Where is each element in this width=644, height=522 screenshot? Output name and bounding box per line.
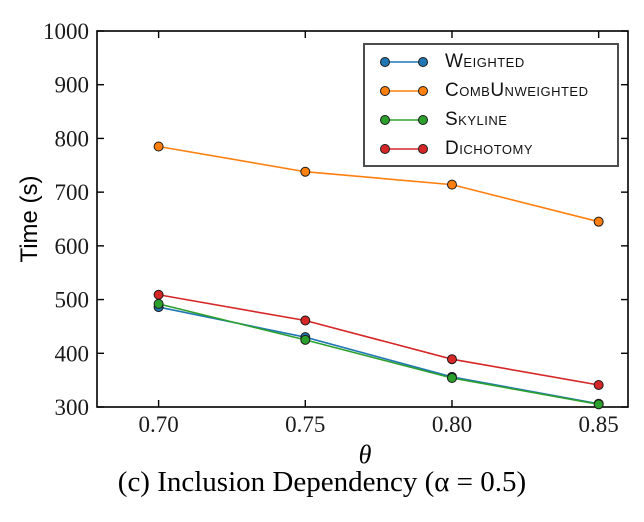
data-point-dichotomy: [446, 354, 457, 365]
legend-sample-marker: [418, 143, 428, 154]
legend-sample-marker: [418, 114, 428, 125]
combunweighted-line-swatch: [380, 85, 428, 96]
data-point-combunweighted: [446, 179, 457, 190]
x-axis-title: θ: [358, 440, 372, 469]
data-point-combunweighted: [153, 141, 164, 152]
legend-item-dichotomy: Dichotomy: [377, 135, 617, 163]
legend-item-combunweighted: CombUnweighted: [377, 77, 617, 105]
data-point-dichotomy: [153, 289, 164, 300]
legend-item-skyline: Skyline: [377, 106, 617, 134]
x-tick-label: 0.80: [432, 412, 472, 437]
data-point-skyline: [593, 399, 604, 410]
data-point-combunweighted: [593, 216, 604, 227]
legend-sample-marker: [380, 56, 390, 67]
y-tick-label: 600: [55, 234, 90, 259]
legend-sample-marker: [380, 114, 390, 125]
axes-frame: [96, 30, 629, 408]
legend-sample-marker: [380, 85, 390, 96]
x-tick-label: 0.75: [285, 412, 325, 437]
y-tick-label: 300: [55, 395, 90, 420]
x-tick-label: 0.85: [579, 412, 619, 437]
legend-label-combunweighted: CombUnweighted: [445, 79, 589, 101]
weighted-line-swatch: [380, 56, 428, 67]
data-point-skyline: [446, 372, 457, 383]
legend-item-weighted: Weighted: [377, 48, 617, 76]
y-axis-title: Time (s): [16, 175, 43, 263]
data-point-skyline: [300, 334, 311, 345]
legend-sample-marker: [380, 143, 390, 154]
dichotomy-line-swatch: [380, 143, 428, 154]
data-point-dichotomy: [593, 379, 604, 390]
series-line-combunweighted: [158, 145, 599, 223]
data-point-dichotomy: [300, 315, 311, 326]
data-point-skyline: [153, 298, 164, 309]
legend-label-weighted: Weighted: [445, 50, 525, 72]
series-line-skyline: [158, 303, 599, 406]
series-line-weighted: [158, 306, 599, 405]
series-line-dichotomy: [158, 293, 599, 386]
y-tick-label: 900: [55, 73, 90, 98]
y-tick-label: 500: [55, 288, 90, 313]
y-tick-label: 800: [55, 126, 90, 151]
figure-caption: (c) Inclusion Dependency (α = 0.5): [117, 466, 527, 498]
x-tick-label: 0.70: [138, 412, 178, 437]
legend-sample-marker: [418, 85, 428, 96]
legend-label-dichotomy: Dichotomy: [445, 137, 534, 159]
chart-plot: 0.70 0.75 0.80 0.85 300 400 500 600 700 800 900 100…: [43, 19, 629, 437]
y-tick-label: 1000: [43, 19, 89, 44]
legend-box: Weighted CombUnweighted Skyline Dichotom…: [363, 43, 619, 167]
legend-label-skyline: Skyline: [445, 108, 508, 130]
skyline-line-swatch: [380, 114, 428, 125]
y-tick-label: 700: [55, 180, 90, 205]
y-tick-label: 400: [55, 341, 90, 366]
legend-sample-marker: [418, 56, 428, 67]
data-point-combunweighted: [300, 166, 311, 177]
